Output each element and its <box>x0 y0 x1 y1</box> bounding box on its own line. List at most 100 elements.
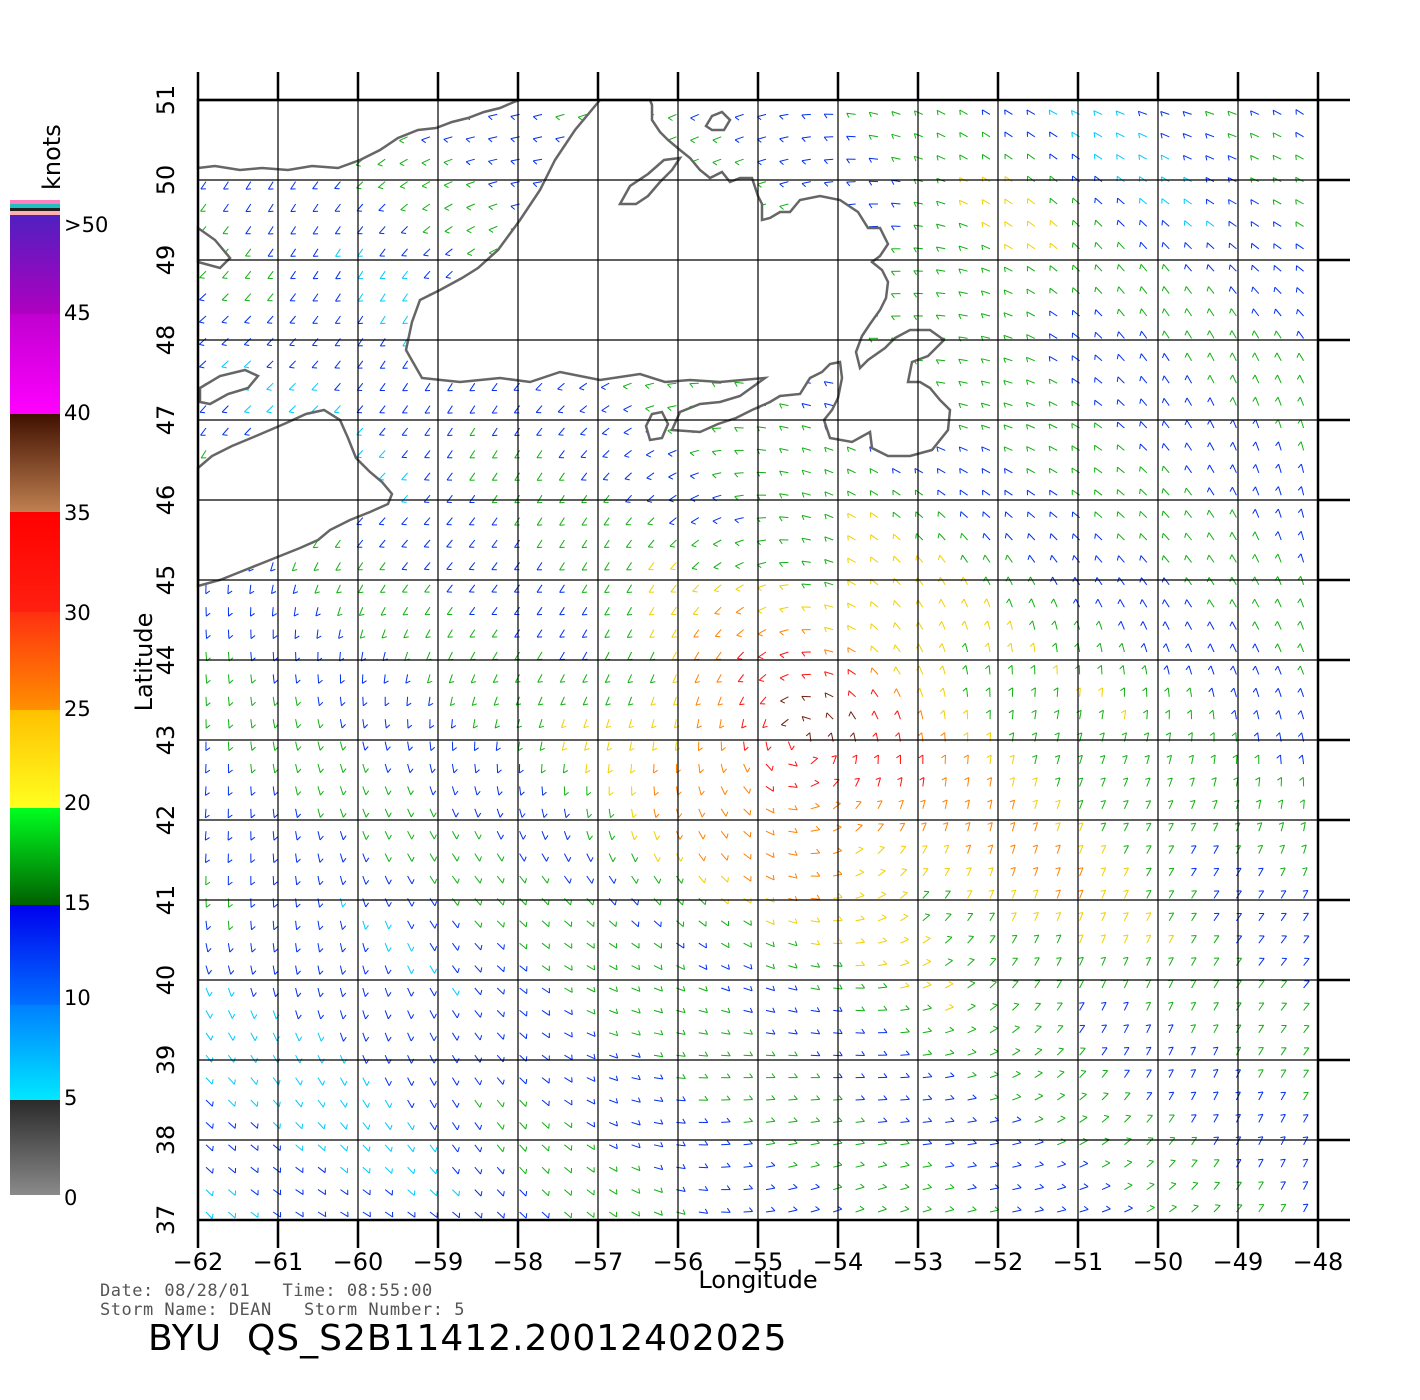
wind-barb-flag <box>1161 286 1165 292</box>
wind-barb <box>312 293 319 302</box>
wind-barb <box>824 604 834 608</box>
wind-barb-flag <box>1184 264 1187 270</box>
wind-barb <box>1117 489 1125 496</box>
wind-barb <box>1163 263 1170 272</box>
wind-barb-flag <box>1275 508 1279 514</box>
wind-barb <box>1258 1181 1264 1190</box>
wind-barb <box>1191 890 1197 899</box>
wind-barb <box>855 1208 865 1213</box>
wind-barb-flag <box>1184 599 1188 605</box>
wind-barb-flag <box>839 1006 843 1012</box>
wind-barb <box>698 875 705 884</box>
wind-barb <box>272 786 275 796</box>
wind-barb <box>491 517 498 526</box>
wind-barb-flag <box>838 1073 843 1078</box>
wind-barb <box>1146 1024 1152 1034</box>
wind-barb-flag <box>949 1003 954 1008</box>
wind-barb-flag <box>870 689 874 695</box>
wind-barb-flag <box>847 558 849 564</box>
wind-barb <box>900 915 909 922</box>
wind-barb <box>788 1209 798 1213</box>
wind-barb-flag <box>1295 154 1297 160</box>
wind-barb-flag <box>547 1168 550 1174</box>
wind-barb <box>922 845 928 854</box>
wind-barb <box>339 1032 344 1042</box>
wind-barb <box>1034 1072 1043 1079</box>
wind-barb <box>514 517 521 526</box>
wind-barb <box>712 158 722 163</box>
wind-barb-flag <box>423 277 430 279</box>
wind-barb-flag <box>358 591 364 594</box>
wind-barb-flag <box>389 1124 393 1130</box>
wind-barb <box>1280 958 1288 966</box>
wind-barb <box>1162 488 1170 496</box>
wind-barb <box>334 181 341 189</box>
wind-barb-flag <box>1099 755 1106 758</box>
wind-barb-flag <box>647 500 653 503</box>
wind-barb-flag <box>1101 1024 1107 1026</box>
wind-barb <box>967 890 973 899</box>
wind-barb <box>491 427 498 436</box>
wind-barb-flag <box>1071 110 1073 116</box>
wind-barb-flag <box>1048 423 1051 429</box>
wind-barb-flag <box>1191 957 1197 959</box>
wind-barb <box>1120 621 1125 630</box>
wind-barb-flag <box>324 1145 326 1151</box>
wind-barb-flag <box>456 834 460 840</box>
wind-barb <box>1095 241 1103 250</box>
wind-barb <box>496 1099 504 1108</box>
wind-barb <box>899 823 906 832</box>
wind-barb-flag <box>913 270 917 276</box>
wind-barb <box>964 620 969 630</box>
wind-barb <box>743 1009 753 1013</box>
wind-barb-flag <box>890 248 895 254</box>
wind-barb <box>423 270 431 279</box>
wind-barb <box>1258 890 1265 899</box>
wind-barb <box>1250 110 1260 115</box>
wind-barb <box>488 158 498 162</box>
wind-barb-flag <box>772 941 775 947</box>
wind-barb-flag <box>1071 197 1074 204</box>
wind-barb <box>1258 1024 1265 1034</box>
wind-barb-flag <box>694 681 701 684</box>
wind-barb <box>900 1186 910 1191</box>
wind-barb <box>1162 465 1170 474</box>
wind-barb <box>267 226 274 235</box>
wind-barb-flag <box>466 184 471 188</box>
wind-barb <box>609 1009 618 1015</box>
wind-barb-flag <box>297 992 302 998</box>
wind-barb-flag <box>905 1095 910 1100</box>
wind-barb-flag <box>1052 642 1057 647</box>
wind-barb-flag <box>1297 553 1302 559</box>
wind-barb-flag <box>852 754 858 758</box>
wind-barb-flag <box>1251 265 1253 271</box>
wind-barb-flag <box>244 321 250 324</box>
wind-barb <box>1079 1116 1088 1123</box>
wind-barb <box>540 763 543 774</box>
wind-barb-flag <box>815 1206 820 1210</box>
wind-barb-flag <box>1250 133 1253 139</box>
wind-barb-flag <box>838 939 843 944</box>
wind-barb-flag <box>890 202 895 208</box>
wind-barb <box>919 688 924 697</box>
wind-barb <box>407 1099 413 1109</box>
wind-barb-flag <box>985 687 991 692</box>
wind-barb-flag <box>457 878 460 884</box>
wind-barb <box>271 607 274 617</box>
wind-barb-flag <box>1184 621 1188 627</box>
wind-barb <box>1034 1164 1044 1168</box>
wind-barb <box>407 853 413 862</box>
wind-barb <box>1034 755 1038 765</box>
wind-barb-flag <box>683 986 686 992</box>
wind-barb <box>334 360 341 369</box>
wind-barb-flag <box>230 970 235 975</box>
wind-barb <box>788 920 798 924</box>
wind-barb-flag <box>1187 732 1193 736</box>
wind-barb-flag <box>1162 621 1166 627</box>
wind-barb <box>465 136 475 140</box>
wind-barb-flag <box>899 822 905 825</box>
wind-barb <box>488 248 498 254</box>
wind-barb-flag <box>434 901 438 907</box>
wind-barb-flag <box>936 132 939 138</box>
wind-barb <box>653 1099 663 1102</box>
